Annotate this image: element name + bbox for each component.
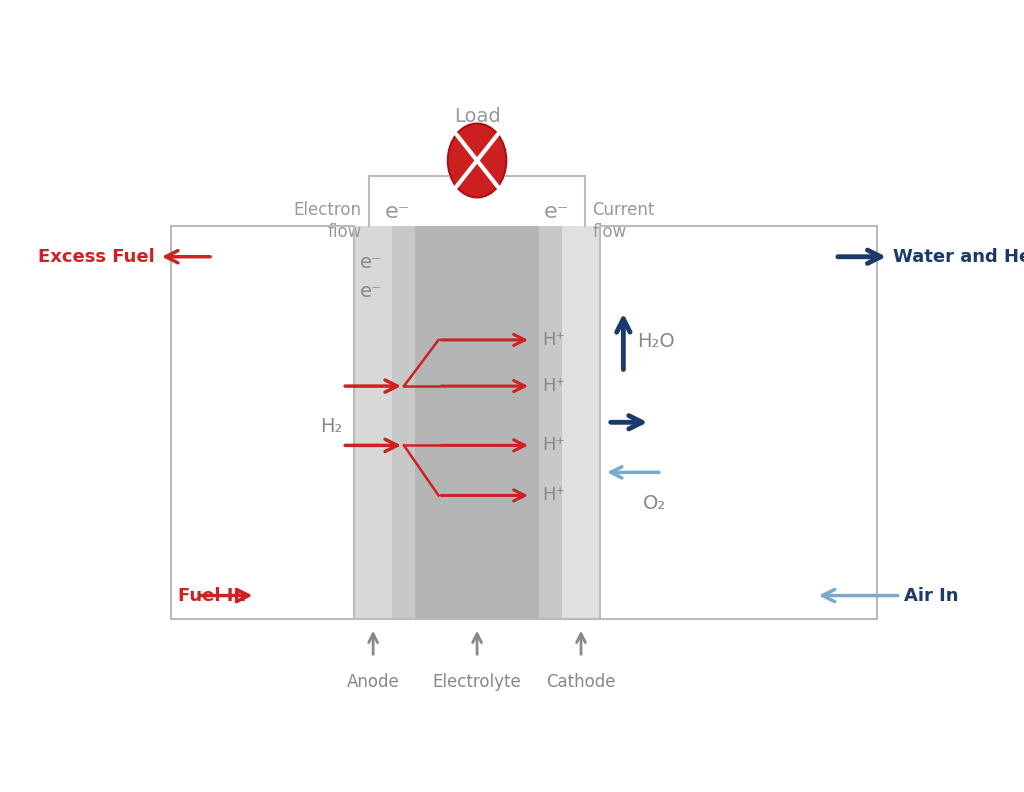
Bar (392, 226, 416, 619)
Text: Anode: Anode (347, 672, 399, 691)
Bar (539, 226, 562, 619)
Text: O₂: O₂ (643, 493, 666, 512)
Text: Excess Fuel: Excess Fuel (39, 248, 156, 266)
Text: Air In: Air In (904, 587, 958, 604)
Bar (562, 226, 600, 619)
Text: H⁺: H⁺ (543, 377, 565, 395)
Text: Fuel In: Fuel In (178, 587, 247, 604)
Bar (171, 226, 354, 619)
Text: Cathode: Cathode (546, 672, 615, 691)
Bar (354, 226, 392, 619)
Bar (600, 226, 878, 619)
Text: Current
flow: Current flow (593, 200, 655, 241)
Ellipse shape (447, 124, 506, 197)
Text: Load: Load (454, 107, 501, 126)
Text: H⁺: H⁺ (543, 436, 565, 455)
Text: H⁺: H⁺ (543, 486, 565, 505)
Text: H⁺: H⁺ (543, 331, 565, 349)
Text: Water and Heat out: Water and Heat out (893, 248, 1024, 266)
Text: Electrolyte: Electrolyte (433, 672, 521, 691)
Bar (416, 226, 539, 619)
Text: e⁻: e⁻ (360, 253, 382, 272)
Text: Electron
flow: Electron flow (294, 200, 361, 241)
Text: H₂O: H₂O (637, 332, 675, 351)
Text: H₂: H₂ (319, 417, 342, 436)
Text: e⁻: e⁻ (360, 282, 382, 301)
Text: e⁻: e⁻ (385, 202, 410, 222)
Text: e⁻: e⁻ (544, 202, 569, 222)
